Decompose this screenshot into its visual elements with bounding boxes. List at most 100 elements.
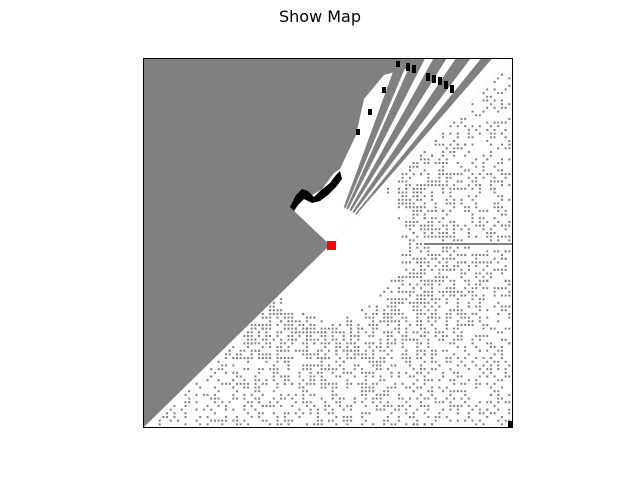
scan-dot [497,180,500,183]
scan-dot [489,386,492,389]
scan-dot [291,323,294,326]
scan-dot [445,301,448,304]
scan-dot [375,408,378,411]
scan-dot [416,357,419,360]
scan-dot [460,382,463,385]
scan-dot [206,393,209,396]
scan-dot [258,357,261,360]
scan-dot [305,349,308,352]
scan-dot [449,202,452,205]
scan-dot [305,382,308,385]
scan-dot [504,338,507,341]
scan-dot [486,121,489,124]
scan-dot [416,349,419,352]
scan-dot [445,180,448,183]
ray-gap [352,59,471,214]
scan-dot [372,312,375,315]
scan-dot [357,346,360,349]
scan-dot [283,327,286,330]
scan-dot [412,309,415,312]
scan-dot [478,184,481,187]
scan-dot [254,397,257,400]
scan-dot [324,346,327,349]
scan-dot [500,206,503,209]
scan-dot [449,254,452,257]
scan-dot [346,346,349,349]
scan-dot [482,364,485,367]
scan-dot [427,338,430,341]
scan-dot [383,312,386,315]
scan-dot [504,136,507,139]
scan-dot [427,254,430,257]
scan-dot [464,254,467,257]
scan-dot [449,187,452,190]
scan-dot [493,375,496,378]
scan-dot [412,331,415,334]
scan-dot [438,338,441,341]
scan-dot [401,346,404,349]
scan-dot [475,180,478,183]
scan-dot [287,357,290,360]
scan-dot [431,390,434,393]
scan-dot [316,415,319,418]
scan-dot [401,176,404,179]
scan-dot [442,184,445,187]
scan-dot [401,335,404,337]
scan-dot [320,360,323,363]
scan-dot [460,198,463,201]
scan-dot [500,379,503,382]
scan-dot [467,316,470,319]
scan-dot [283,415,286,418]
scan-dot [449,419,452,422]
scan-dot [493,327,496,330]
scan-dot [434,419,437,422]
scan-dot [500,309,503,312]
scan-dot [309,408,312,411]
scan-dot [427,261,430,264]
scan-dot [394,382,397,385]
scan-dot [379,360,382,363]
scan-dot [412,272,415,275]
scan-dot [408,198,411,201]
scan-dot [276,309,279,312]
scan-dot [464,312,467,315]
scan-dot [431,423,434,426]
scan-dot [486,316,489,319]
scan-dot [416,213,419,216]
scan-dot [438,331,441,334]
scan-dot [309,393,312,396]
scan-dot [316,419,319,422]
scan-dot [287,323,290,326]
scan-dot [475,265,478,268]
scan-dot [460,187,463,190]
scan-dot [158,419,161,422]
scan-dot [408,360,411,363]
scan-dot [339,375,342,378]
scan-dot [504,209,507,212]
scan-dot [364,419,367,422]
scan-dot [449,390,452,393]
scan-dot [493,382,496,385]
scan-dot [486,415,489,418]
scan-dot [500,224,503,227]
scan-dot [258,331,261,334]
scan-dot [500,357,503,360]
scan-dot [508,375,511,378]
scan-dot [423,268,426,271]
scan-dot [438,261,441,264]
scan-dot [386,335,389,337]
scan-dot [331,412,334,415]
scan-dot [390,364,393,367]
scan-dot [272,309,275,312]
scan-dot [442,231,445,234]
scan-dot [272,364,275,367]
scan-dot [453,231,456,234]
scan-dot [445,290,448,293]
scan-dot [408,397,411,400]
scan-dot [258,323,261,326]
scan-dot [335,415,338,418]
scan-dot [224,353,227,356]
scan-dot [397,187,400,190]
scan-dot [420,173,422,176]
